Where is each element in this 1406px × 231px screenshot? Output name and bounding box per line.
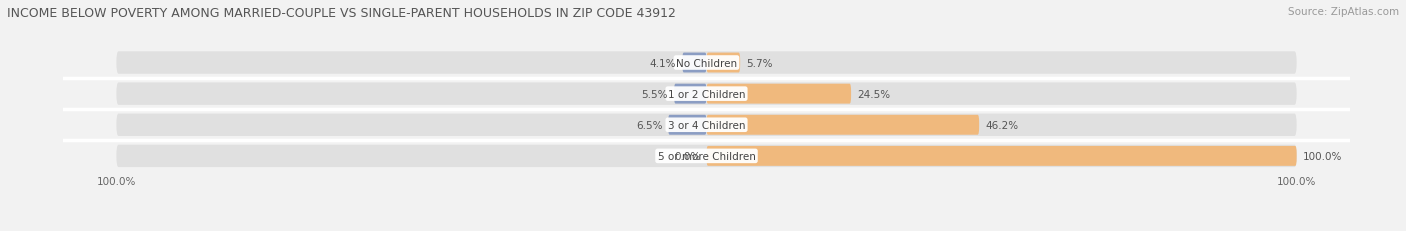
Text: 4.1%: 4.1% bbox=[650, 58, 676, 68]
Text: No Children: No Children bbox=[676, 58, 737, 68]
Text: 24.5%: 24.5% bbox=[858, 89, 890, 99]
FancyBboxPatch shape bbox=[673, 84, 707, 104]
FancyBboxPatch shape bbox=[668, 115, 707, 135]
FancyBboxPatch shape bbox=[117, 114, 1296, 136]
Text: 5.5%: 5.5% bbox=[641, 89, 668, 99]
Text: 46.2%: 46.2% bbox=[986, 120, 1018, 130]
FancyBboxPatch shape bbox=[682, 53, 707, 73]
Text: Source: ZipAtlas.com: Source: ZipAtlas.com bbox=[1288, 7, 1399, 17]
FancyBboxPatch shape bbox=[707, 115, 979, 135]
Text: 3 or 4 Children: 3 or 4 Children bbox=[668, 120, 745, 130]
FancyBboxPatch shape bbox=[707, 53, 740, 73]
FancyBboxPatch shape bbox=[117, 145, 1296, 167]
Text: INCOME BELOW POVERTY AMONG MARRIED-COUPLE VS SINGLE-PARENT HOUSEHOLDS IN ZIP COD: INCOME BELOW POVERTY AMONG MARRIED-COUPL… bbox=[7, 7, 676, 20]
Text: 1 or 2 Children: 1 or 2 Children bbox=[668, 89, 745, 99]
Text: 5 or more Children: 5 or more Children bbox=[658, 151, 755, 161]
Text: 6.5%: 6.5% bbox=[636, 120, 662, 130]
FancyBboxPatch shape bbox=[707, 146, 1296, 166]
FancyBboxPatch shape bbox=[117, 52, 1296, 74]
Text: 5.7%: 5.7% bbox=[747, 58, 772, 68]
Text: 100.0%: 100.0% bbox=[1302, 151, 1341, 161]
FancyBboxPatch shape bbox=[707, 84, 851, 104]
FancyBboxPatch shape bbox=[117, 83, 1296, 105]
Text: 0.0%: 0.0% bbox=[675, 151, 700, 161]
